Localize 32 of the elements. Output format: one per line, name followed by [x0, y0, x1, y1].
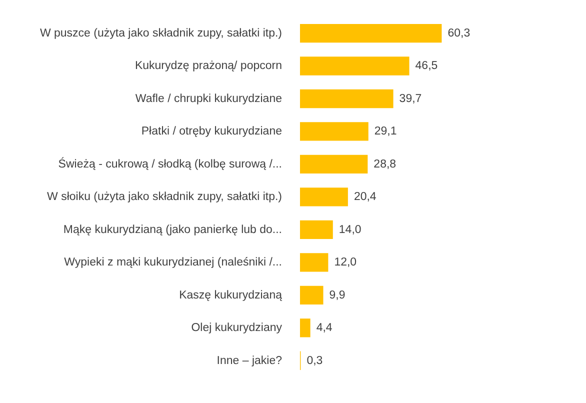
y-tick-label: Kukurydzę prażoną/ popcorn	[134, 60, 282, 72]
y-tick-label: Wafle / chrupki kukurydziane	[135, 92, 282, 105]
bar	[300, 122, 368, 141]
y-tick-label: Wypieki z mąki kukurydzianej (naleśniki /...	[64, 256, 282, 269]
data-label: 39,7	[399, 92, 422, 105]
bar	[300, 154, 368, 174]
data-label: 0,3	[306, 354, 323, 367]
bar	[300, 253, 328, 272]
bar	[300, 24, 442, 43]
bar	[300, 188, 348, 206]
y-tick-label: Kaszę kukurydzianą	[179, 289, 283, 302]
y-tick-label: Inne – jakie?	[216, 354, 282, 367]
data-label: 29,1	[374, 126, 397, 138]
bar	[300, 220, 333, 240]
data-label: 20,4	[354, 191, 377, 204]
data-label: 4,4	[316, 322, 333, 334]
bar	[300, 56, 410, 76]
y-tick-label: W słoiku (użyta jako składnik zupy, sałatki itp.)	[47, 191, 282, 204]
data-label: 46,5	[415, 60, 438, 72]
y-tick-label: Płatki / otręby kukurydziane	[141, 126, 282, 138]
data-label: 14,0	[338, 224, 362, 236]
data-label: 28,8	[374, 158, 396, 170]
bar	[300, 286, 324, 304]
data-label: 60,3	[448, 27, 470, 40]
y-tick-label: Świeżą - cukrową / słodką (kolbę surową /...	[58, 156, 282, 170]
y-tick-label: Olej kukurydziany	[191, 322, 282, 334]
data-label: 12,0	[334, 256, 357, 269]
bar	[300, 318, 310, 338]
y-tick-label: Mąkę kukurydzianą (jako panierkę lub do...	[63, 224, 282, 236]
bar	[300, 89, 394, 108]
data-label: 9,9	[329, 289, 346, 302]
y-tick-label: W puszce (użyta jako składnik zupy, sałatki itp.)	[40, 27, 282, 40]
